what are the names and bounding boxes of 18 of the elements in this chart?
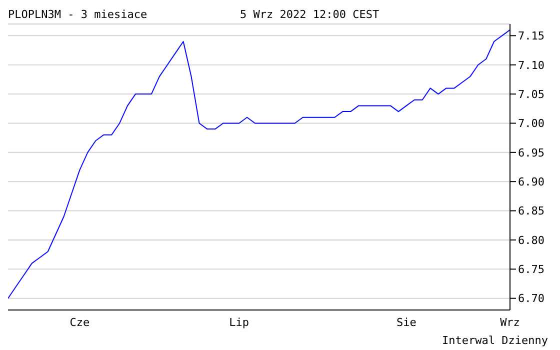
x-tick-label: Sie xyxy=(396,316,416,329)
y-tick-label: 7.10 xyxy=(518,58,544,72)
chart-subtitle: 5 Wrz 2022 12:00 CEST xyxy=(240,8,380,21)
y-tick-label: 7.15 xyxy=(518,30,544,43)
y-tick-label: 6.75 xyxy=(518,263,544,276)
chart-title: PLOPLN3M - 3 miesiace xyxy=(8,8,148,21)
y-tick-label: 6.70 xyxy=(518,292,544,306)
x-tick-label: Cze xyxy=(70,316,90,329)
y-tick-label: 6.85 xyxy=(518,204,544,218)
y-tick-label: 6.90 xyxy=(518,175,544,188)
line-series xyxy=(8,29,510,299)
x-tick-label: Wrz xyxy=(500,316,520,329)
text: Interwal Dzienny xyxy=(442,334,548,347)
x-tick-label: Lip xyxy=(229,316,250,329)
y-tick-label: 7.00 xyxy=(518,117,544,130)
y-tick-label: 6.95 xyxy=(518,146,544,160)
y-tick-label: 7.05 xyxy=(518,88,544,101)
y-tick-label: 6.80 xyxy=(518,234,544,247)
